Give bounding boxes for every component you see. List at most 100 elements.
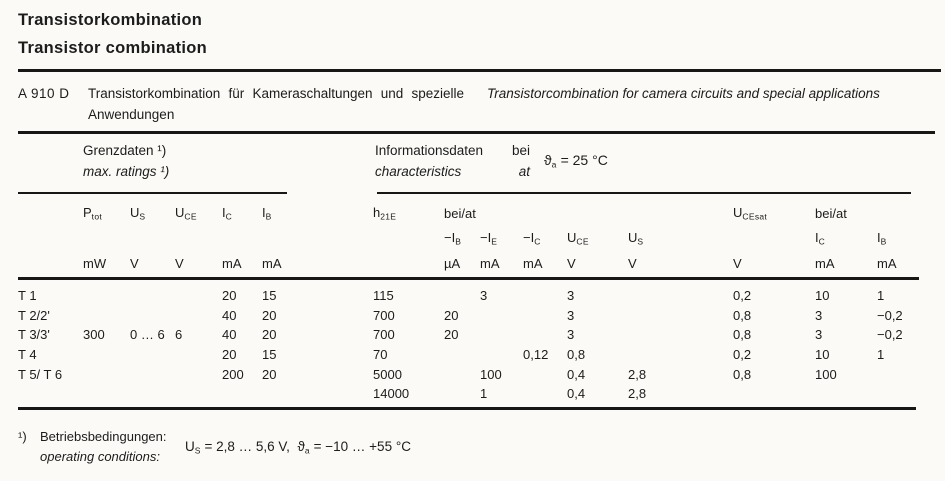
cell: 0,4 [567, 386, 586, 402]
cell [175, 384, 222, 404]
row-label [18, 384, 83, 404]
cell: 15 [262, 347, 277, 363]
cell [83, 345, 130, 365]
cell: 0 … 6 [130, 327, 165, 343]
cell: 1 [480, 386, 488, 402]
unit-cell: mA [815, 255, 835, 271]
cell [262, 384, 373, 404]
footnote-en: operating conditions: [40, 449, 160, 464]
cell: 0,4 [567, 366, 586, 382]
col-header-ic2: IC [815, 230, 826, 247]
row-label: T 3/3' [18, 327, 50, 343]
col-header-minus-ib: −IB [444, 230, 462, 247]
cell [877, 364, 935, 384]
column-header-table: Ptot US UCE IC IB h21E bei/at UCEsat bei… [18, 200, 935, 276]
description-en: Transistorcombination for camera circuit… [487, 86, 880, 101]
cell [815, 384, 877, 404]
unit-cell: mW [83, 255, 107, 271]
cell [733, 227, 815, 250]
cell [628, 325, 733, 345]
cell [444, 384, 480, 404]
part-number: A 910 D [18, 86, 70, 101]
table-row: 14000 1 0,4 2,8 [18, 384, 935, 404]
col-header-uce2: UCE [567, 230, 589, 247]
row-label: T 5/ T 6 [18, 366, 63, 382]
cell [733, 384, 815, 404]
footnote-de: Betriebsbedingungen: [40, 429, 167, 444]
cell [523, 306, 567, 326]
col-header-minus-ie: −IE [480, 230, 498, 247]
unit-cell: mA [222, 255, 242, 271]
col-header-minus-ic: −IC [523, 230, 541, 247]
cell: 0,2 [733, 288, 752, 304]
data-table: T 1 20 15 115 3 3 0,2 10 1 T 2/2' 40 20 700 20 3 0,8 3−… [18, 286, 935, 404]
unit-cell: mA [262, 255, 282, 271]
unit-cell: V [567, 255, 576, 271]
cell: 10 [815, 347, 830, 363]
cell: 3 [567, 307, 575, 323]
divider-intro [18, 131, 935, 134]
cell [175, 364, 222, 384]
cell: 14000 [373, 386, 410, 402]
footnote-formula: US = 2,8 … 5,6 V, ϑa = −10 … +55 °C [185, 439, 411, 456]
cell: 70 [373, 347, 388, 363]
unit-cell: V [628, 255, 637, 271]
col-header-ptot: Ptot [83, 205, 103, 222]
cell [130, 286, 175, 306]
unit-cell: V [733, 255, 742, 271]
cell: 3 [480, 288, 488, 304]
cell: −0,2 [877, 327, 903, 343]
footnote-labels: Betriebsbedingungen: operating condition… [40, 427, 210, 467]
cell [628, 345, 733, 365]
characteristics-de: Informationsdaten bei [375, 143, 530, 158]
divider-table-bottom [18, 407, 916, 410]
cell [480, 306, 523, 326]
cell [444, 364, 480, 384]
cell [480, 325, 523, 345]
col-header-ic: IC [222, 205, 233, 222]
cell [877, 384, 935, 404]
unit-cell: µA [444, 255, 461, 271]
unit-cell: mA [523, 255, 543, 271]
cell: 1 [877, 347, 885, 363]
unit-cell [373, 250, 444, 276]
row-label: T 2/2' [18, 307, 50, 323]
cell: 20 [262, 366, 277, 382]
cell: 1 [877, 288, 885, 304]
cell [83, 306, 130, 326]
cell: 20 [222, 288, 237, 304]
cell [130, 306, 175, 326]
cell [83, 384, 130, 404]
cell [175, 306, 222, 326]
cell [130, 384, 175, 404]
cell: 3 [567, 288, 575, 304]
col-header-ucesat: UCEsat [733, 205, 768, 222]
characteristics-heading: Informationsdaten bei characteristics at [375, 140, 530, 182]
divider-top [18, 69, 941, 72]
table-row: T 1 20 15 115 3 3 0,2 10 1 [18, 286, 935, 306]
cell [130, 364, 175, 384]
cell [628, 286, 733, 306]
table-row: T 5/ T 6 200 20 5000 100 0,4 2,8 0,8 100 [18, 364, 935, 384]
col-header-beiat: bei/at [444, 206, 476, 221]
cell: 20 [444, 307, 459, 323]
cell: 40 [222, 307, 237, 323]
cell: 20 [262, 327, 277, 343]
cell [175, 286, 222, 306]
cell: 20 [262, 307, 277, 323]
cell: 2,8 [628, 366, 647, 382]
cell: 0,12 [523, 347, 549, 363]
cell: 0,8 [733, 366, 752, 382]
col-header-ib: IB [262, 205, 272, 222]
cell: 2,8 [628, 386, 647, 402]
cell [130, 345, 175, 365]
cell [83, 286, 130, 306]
unit-cell: V [175, 255, 184, 271]
title-de: Transistorkombination [18, 11, 203, 29]
cell: 700 [373, 307, 395, 323]
cell: 0,2 [733, 347, 752, 363]
divider-band-right [377, 192, 911, 194]
cell: 3 [815, 307, 823, 323]
table-row: T 3/3' 300 0 … 6 6 40 20 700 20 3 0,8 3 −0,2 [18, 325, 935, 345]
